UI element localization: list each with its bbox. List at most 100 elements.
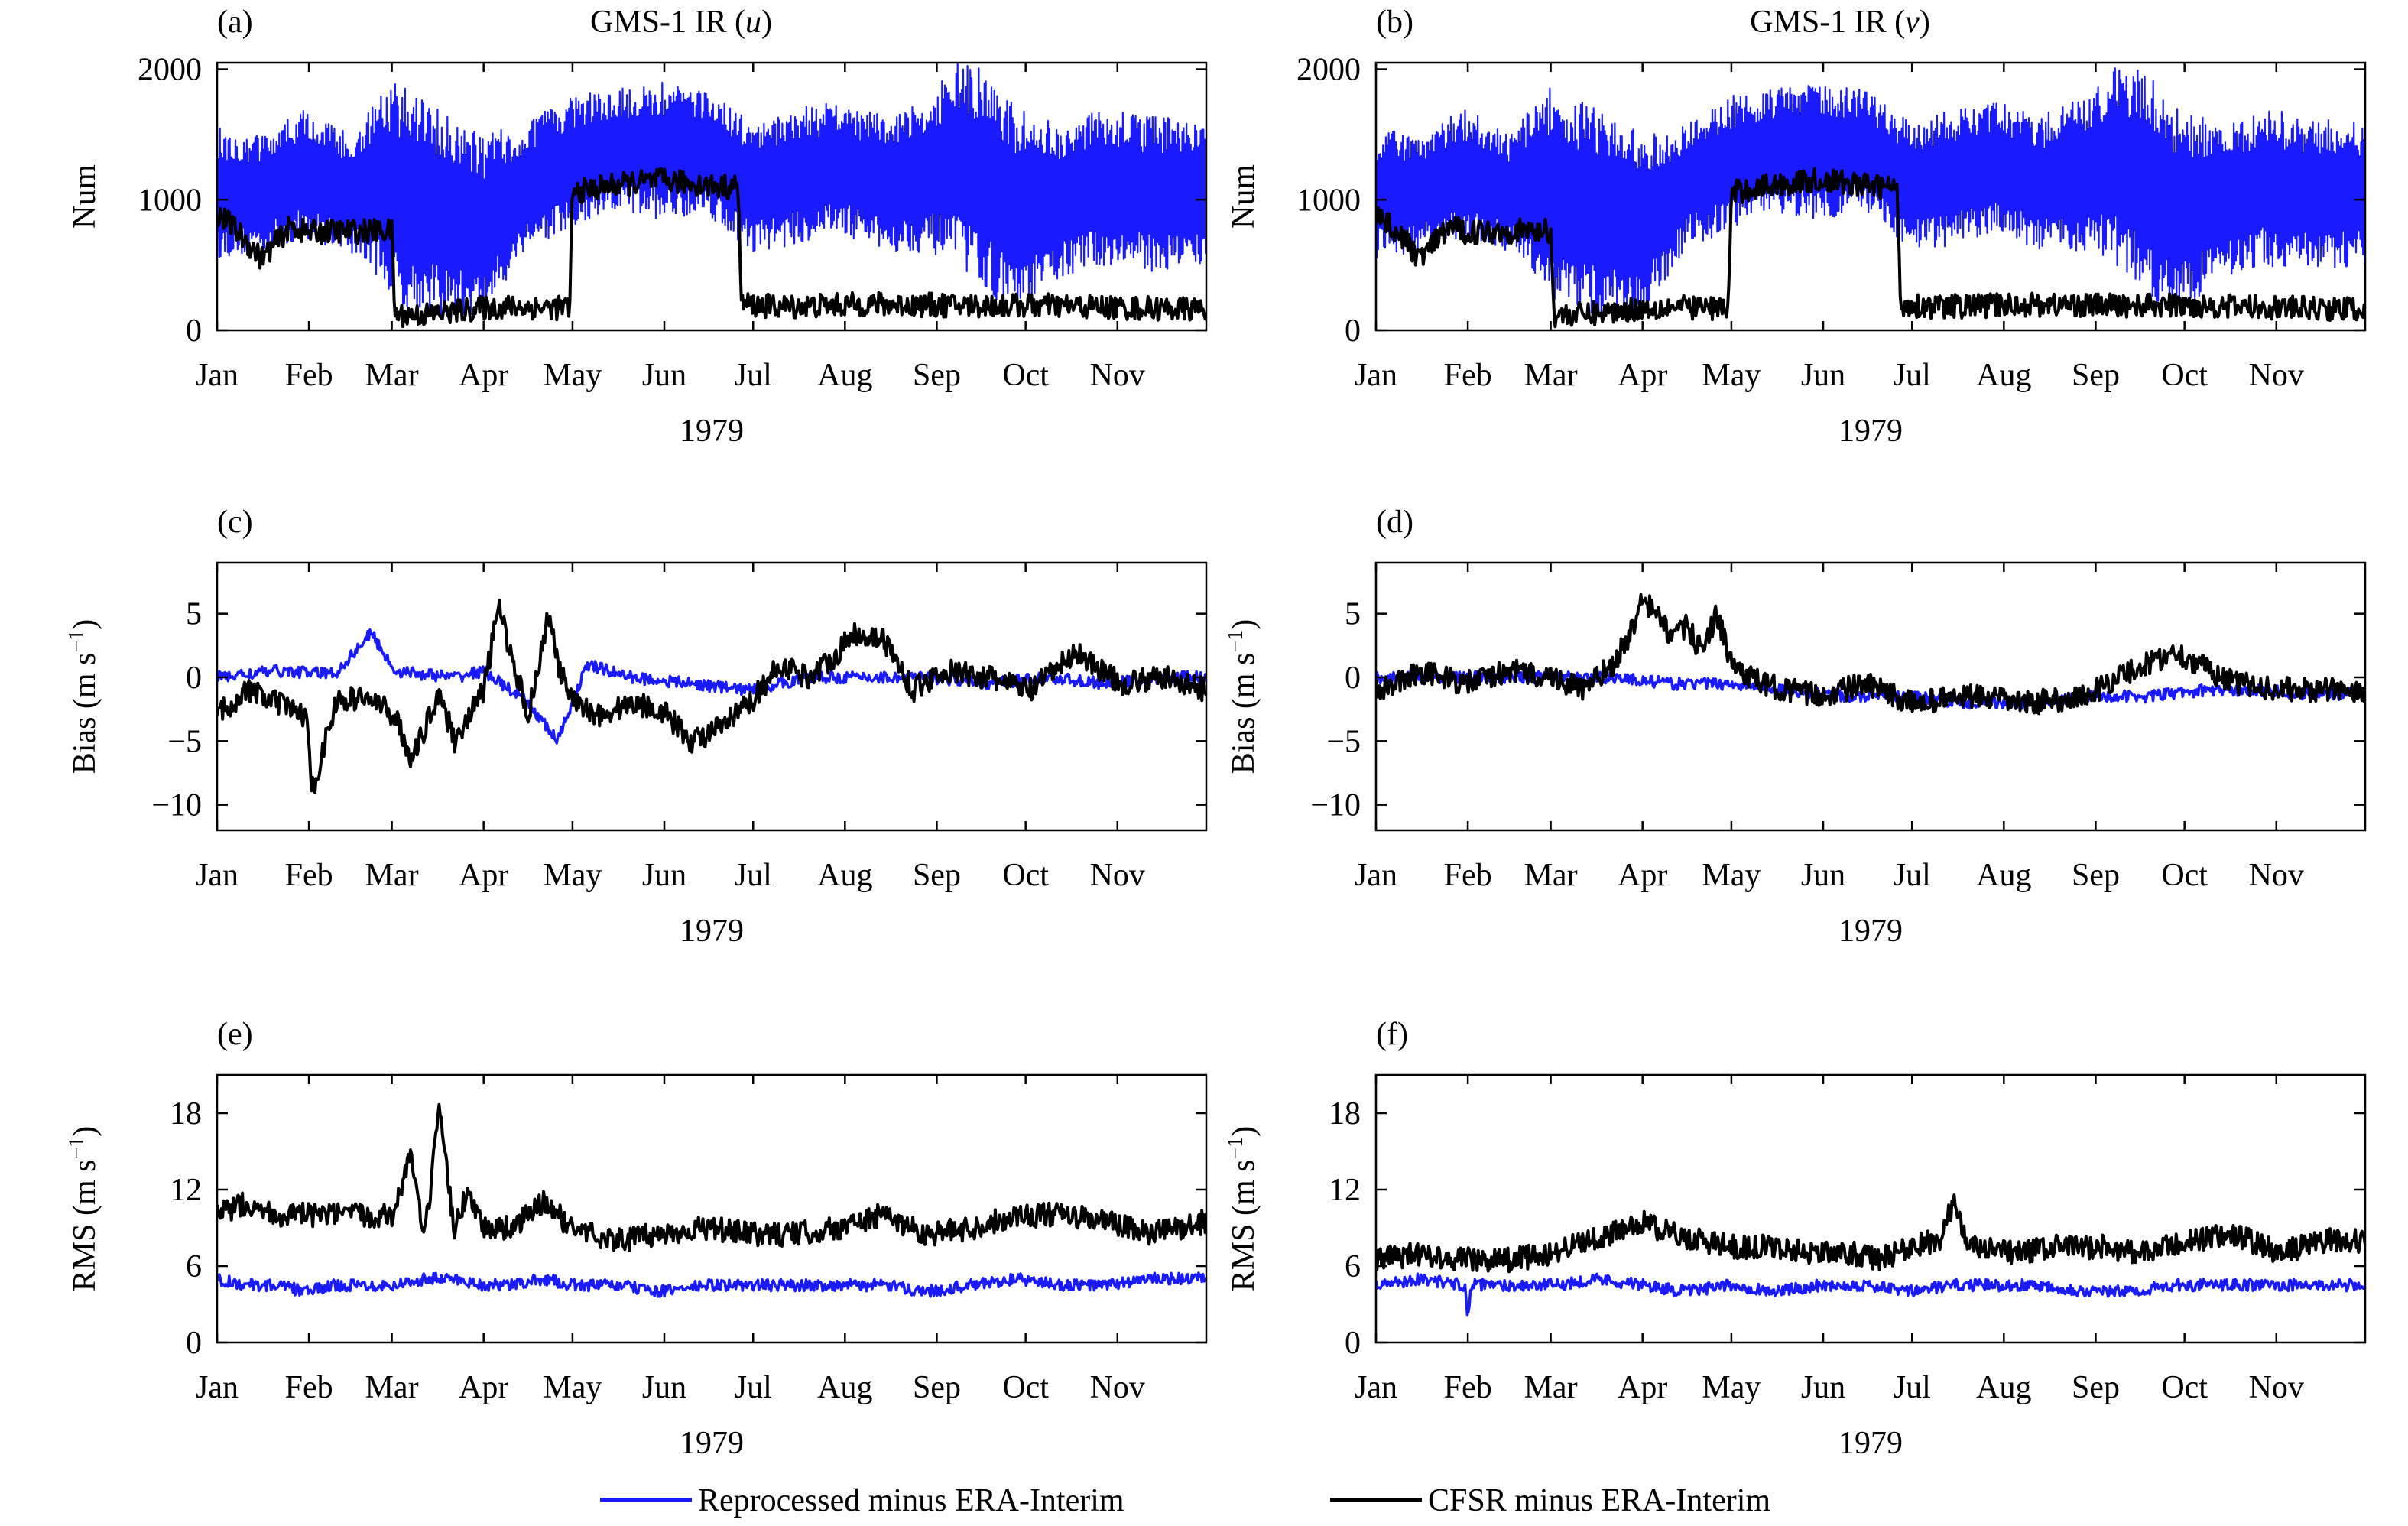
series-reprocessed-line	[217, 1271, 1206, 1298]
y-tick-label: 12	[170, 1173, 202, 1208]
panel-label: (c)	[217, 505, 253, 540]
chart-panel-d: −10 −5 0 5 Jan Feb Mar Apr May Jun Jul Aug Sep Oct Nov…	[1224, 505, 2367, 949]
x-axis-label: 1979	[1838, 1426, 1903, 1461]
x-tick-label: Oct	[1002, 1370, 1049, 1405]
chart-panel-b: 0 1000 2000 Jan Feb Mar Apr May Jun Jul Aug Sep Oct N…	[1226, 5, 2367, 449]
x-tick-label: Oct	[2161, 1370, 2208, 1405]
y-tick-label: 2000	[138, 53, 202, 88]
y-tick-label: 0	[186, 661, 202, 696]
y-tick-label: −10	[1310, 788, 1361, 823]
series-cfsr-line	[1376, 593, 2365, 716]
plot-frame	[216, 61, 1208, 332]
plot-frame	[216, 1073, 1208, 1344]
legend: Reprocessed minus ERA-Interim CFSR minus …	[600, 1483, 1770, 1518]
series-cfsr-line	[1376, 167, 2365, 329]
x-tick-label: Nov	[1090, 358, 1145, 393]
x-tick-label: Feb	[285, 1370, 333, 1405]
y-axis-label: Bias (m s−1)	[1224, 619, 1262, 774]
series-cfsr-line	[217, 599, 1206, 794]
x-tick-label: Nov	[2249, 358, 2304, 393]
y-axis-label: Num	[67, 164, 102, 229]
x-tick-label: Feb	[1444, 858, 1492, 893]
plot-area	[1376, 67, 2365, 329]
x-tick-label: Apr	[459, 858, 508, 893]
y-tick-label: 18	[170, 1096, 202, 1132]
y-tick-label: 6	[1345, 1249, 1361, 1284]
plot-area	[217, 599, 1206, 794]
x-tick-label: Sep	[2072, 1370, 2120, 1405]
x-tick-label: Apr	[1618, 1370, 1667, 1405]
panel-label: (e)	[217, 1017, 253, 1052]
x-tick-label: Mar	[1524, 858, 1578, 893]
x-tick-label: Apr	[1618, 858, 1667, 893]
x-tick-label: Apr	[459, 358, 508, 393]
y-tick-label: 18	[1329, 1096, 1361, 1132]
x-tick-label: Nov	[1090, 1370, 1145, 1405]
plot-frame	[1374, 561, 2367, 832]
y-tick-label: −10	[151, 788, 202, 823]
x-tick-label: Apr	[1618, 358, 1667, 393]
series-reprocessed-line	[1376, 670, 2365, 710]
plot-area	[1376, 1193, 2365, 1317]
x-tick-label: Mar	[1524, 1370, 1578, 1405]
panel-title: GMS-1 IR (u)	[590, 5, 772, 40]
chart-panel-e: 0 6 12 18 Jan Feb Mar Apr May Jun Jul Aug Sep Oct Nov 1…	[65, 1017, 1208, 1461]
x-tick-label: Jul	[1894, 358, 1931, 393]
x-tick-label: Mar	[365, 358, 419, 393]
x-tick-label: May	[543, 358, 602, 393]
x-axis-label: 1979	[680, 914, 744, 949]
x-tick-label: Aug	[1976, 1370, 2031, 1405]
series-reprocessed-line	[1376, 67, 2365, 317]
x-tick-label: Jul	[735, 358, 772, 393]
chart-panel-f: 0 6 12 18 Jan Feb Mar Apr May Jun Jul Aug Sep Oct Nov 1…	[1224, 1017, 2367, 1461]
x-tick-label: Nov	[2249, 858, 2304, 893]
x-tick-label: May	[543, 1370, 602, 1405]
panel-label: (d)	[1376, 505, 1413, 540]
x-tick-label: Sep	[913, 358, 961, 393]
x-tick-label: Nov	[1090, 858, 1145, 893]
y-tick-label: 0	[1345, 313, 1361, 349]
x-tick-label: Feb	[285, 358, 333, 393]
x-tick-label: Jan	[1355, 1370, 1397, 1405]
x-axis-label: 1979	[680, 414, 744, 449]
plot-frame	[1374, 61, 2367, 332]
x-tick-label: Mar	[365, 858, 419, 893]
x-tick-label: Jun	[1801, 858, 1845, 893]
x-tick-label: Jun	[642, 858, 686, 893]
y-tick-label: 5	[1345, 597, 1361, 632]
x-tick-label: Jun	[642, 1370, 686, 1405]
x-tick-label: Jul	[735, 1370, 772, 1405]
x-tick-label: Nov	[2249, 1370, 2304, 1405]
y-tick-label: −5	[1326, 724, 1361, 759]
y-tick-label: 0	[186, 313, 202, 349]
y-tick-label: 6	[186, 1249, 202, 1284]
y-axis-label: RMS (m s−1)	[1224, 1126, 1262, 1292]
x-tick-label: Jan	[1355, 358, 1397, 393]
x-tick-label: Jan	[196, 1370, 239, 1405]
x-tick-label: Jul	[1894, 1370, 1931, 1405]
x-tick-label: May	[1702, 1370, 1761, 1405]
plot-area	[217, 1102, 1206, 1298]
y-tick-label: 0	[186, 1326, 202, 1361]
y-tick-label: 2000	[1296, 53, 1361, 88]
x-tick-label: May	[1702, 858, 1761, 893]
x-tick-label: Jan	[196, 858, 239, 893]
y-axis-label: Num	[1226, 164, 1261, 229]
panel-label: (a)	[217, 5, 253, 40]
legend-item: Reprocessed minus ERA-Interim	[600, 1483, 1124, 1518]
y-tick-label: 5	[186, 597, 202, 632]
x-tick-label: May	[543, 858, 602, 893]
x-tick-label: May	[1702, 358, 1761, 393]
x-tick-label: Jun	[1801, 358, 1845, 393]
series-cfsr-line	[217, 1102, 1206, 1252]
x-tick-label: Aug	[817, 858, 872, 893]
x-tick-label: Feb	[1444, 1370, 1492, 1405]
x-tick-label: Aug	[1976, 358, 2031, 393]
x-tick-label: Mar	[1524, 358, 1578, 393]
plot-frame	[216, 561, 1208, 832]
x-tick-label: Oct	[1002, 358, 1049, 393]
x-tick-label: Aug	[817, 1370, 872, 1405]
x-axis-label: 1979	[680, 1426, 744, 1461]
chart-panel-a: 0 1000 2000 Jan Feb Mar Apr May Jun Jul Aug Sep Oct N…	[67, 5, 1208, 449]
